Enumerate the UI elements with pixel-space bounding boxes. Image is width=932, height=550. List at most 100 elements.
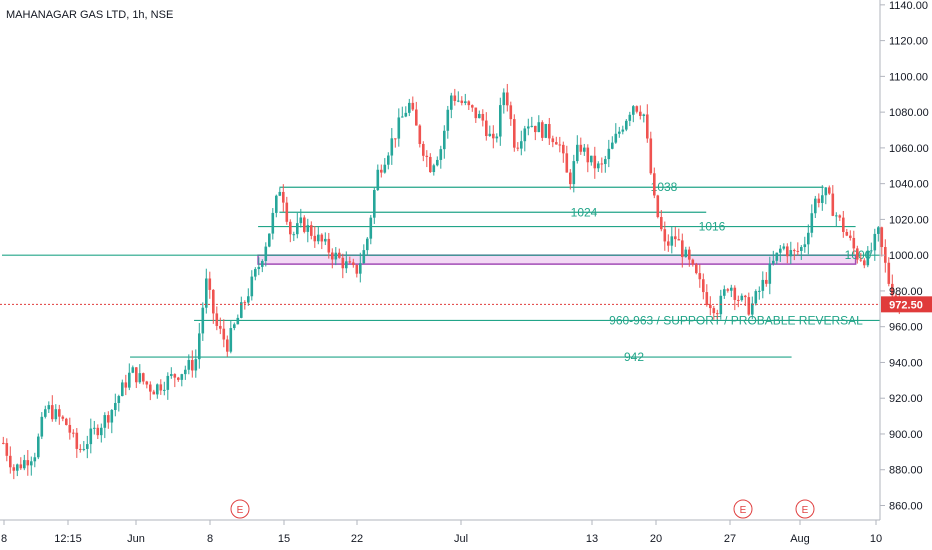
candle[interactable] [600,163,604,165]
x-axis[interactable]: 8 12:15 Jun 8 15 22 Jul 13 20 27 Aug 10 [0,519,882,545]
candle[interactable] [9,455,12,468]
candle[interactable] [849,235,852,238]
candle[interactable] [688,249,691,260]
candle[interactable] [93,427,96,429]
candle[interactable] [758,290,761,292]
candle[interactable] [635,106,639,112]
candle[interactable] [72,432,75,434]
candle[interactable] [740,295,744,301]
candle[interactable] [320,234,324,242]
candle[interactable] [677,239,681,241]
candle[interactable] [348,261,352,263]
candle[interactable] [264,246,268,261]
candle[interactable] [544,124,548,138]
candle[interactable] [562,144,565,154]
candle[interactable] [418,125,422,144]
candle[interactable] [436,159,439,166]
candle[interactable] [835,215,838,217]
candle[interactable] [824,187,828,196]
candle[interactable] [873,233,877,251]
candle[interactable] [40,416,44,437]
candle[interactable] [278,191,282,196]
candle[interactable] [2,442,5,444]
candle[interactable] [674,236,677,240]
candle[interactable] [842,217,845,232]
candle[interactable] [257,266,261,270]
candle[interactable] [471,105,474,108]
candle[interactable] [404,112,408,117]
candle[interactable] [632,106,635,115]
candle[interactable] [114,403,117,410]
candle[interactable] [642,114,646,116]
candle[interactable] [128,372,131,388]
candle[interactable] [460,100,464,103]
candle[interactable] [282,191,285,203]
candle[interactable] [828,187,831,194]
candle[interactable] [485,120,488,137]
candle[interactable] [576,144,579,162]
candle[interactable] [884,247,887,263]
candle[interactable] [100,427,103,436]
candle[interactable] [184,369,187,375]
candle[interactable] [23,460,26,469]
candle[interactable] [779,248,782,253]
candle[interactable] [292,234,296,236]
candle[interactable] [425,155,429,157]
candle[interactable] [761,279,765,291]
candle[interactable] [58,409,61,417]
candle[interactable] [369,217,373,239]
candle[interactable] [551,138,555,143]
candle[interactable] [380,169,383,173]
candle[interactable] [229,328,233,352]
candle[interactable] [355,265,359,274]
candle[interactable] [656,195,660,218]
candle[interactable] [271,212,275,234]
candle[interactable] [681,240,684,258]
candle[interactable] [719,295,723,315]
candle[interactable] [782,246,786,249]
candle[interactable] [838,215,842,218]
candle[interactable] [866,250,870,266]
candle[interactable] [541,122,544,138]
candle[interactable] [880,227,884,248]
candle[interactable] [684,249,688,258]
candle[interactable] [628,114,632,121]
candle[interactable] [26,460,30,466]
candle[interactable] [194,359,198,371]
candle[interactable] [579,144,583,152]
candle[interactable] [800,247,803,251]
candle[interactable] [296,223,299,235]
candle[interactable] [334,252,338,260]
candle[interactable] [691,259,695,265]
candle[interactable] [415,109,418,126]
candle[interactable] [478,113,481,119]
candle[interactable] [856,248,859,260]
candle[interactable] [667,241,670,246]
candle[interactable] [593,155,597,169]
candle[interactable] [135,367,138,383]
candle[interactable] [803,244,807,248]
candle[interactable] [149,384,152,392]
candle[interactable] [180,374,184,380]
candle[interactable] [467,101,471,106]
candle[interactable] [429,156,432,173]
candle[interactable] [152,391,156,395]
candle[interactable] [254,269,257,277]
candle[interactable] [705,292,709,305]
candle[interactable] [639,111,642,116]
candle[interactable] [124,382,128,388]
candle[interactable] [236,317,240,325]
candle[interactable] [240,302,243,318]
candle[interactable] [723,289,726,296]
candle[interactable] [44,409,47,417]
candle[interactable] [117,396,121,404]
candle[interactable] [376,169,380,191]
candle[interactable] [327,238,331,253]
candle[interactable] [789,250,793,257]
candle[interactable] [513,119,516,148]
candle[interactable] [534,125,537,133]
candle[interactable] [765,279,768,284]
candle[interactable] [208,278,212,290]
candle[interactable] [362,250,366,264]
candle[interactable] [12,467,16,471]
